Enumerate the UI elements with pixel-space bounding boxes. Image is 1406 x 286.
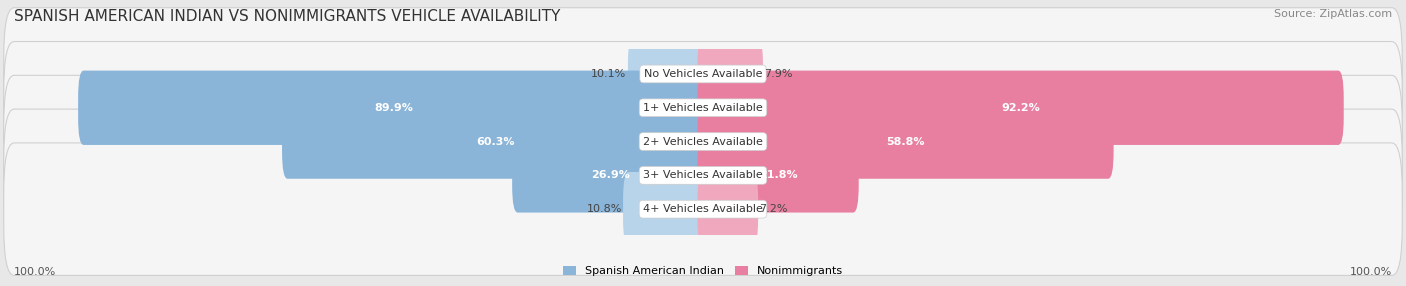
Text: 4+ Vehicles Available: 4+ Vehicles Available xyxy=(643,204,763,214)
FancyBboxPatch shape xyxy=(79,71,709,145)
Text: 92.2%: 92.2% xyxy=(1001,103,1040,113)
FancyBboxPatch shape xyxy=(697,138,859,212)
Legend: Spanish American Indian, Nonimmigrants: Spanish American Indian, Nonimmigrants xyxy=(558,261,848,281)
FancyBboxPatch shape xyxy=(4,109,1402,242)
Text: No Vehicles Available: No Vehicles Available xyxy=(644,69,762,79)
FancyBboxPatch shape xyxy=(283,104,709,179)
Text: 26.9%: 26.9% xyxy=(591,170,630,180)
FancyBboxPatch shape xyxy=(628,37,709,111)
Text: 10.8%: 10.8% xyxy=(586,204,621,214)
Text: 60.3%: 60.3% xyxy=(477,137,515,146)
Text: 89.9%: 89.9% xyxy=(374,103,413,113)
Text: Source: ZipAtlas.com: Source: ZipAtlas.com xyxy=(1274,9,1392,19)
FancyBboxPatch shape xyxy=(4,8,1402,140)
Text: 100.0%: 100.0% xyxy=(1350,267,1392,277)
Text: 10.1%: 10.1% xyxy=(592,69,627,79)
Text: 58.8%: 58.8% xyxy=(886,137,925,146)
Text: 100.0%: 100.0% xyxy=(14,267,56,277)
Text: 1+ Vehicles Available: 1+ Vehicles Available xyxy=(643,103,763,113)
FancyBboxPatch shape xyxy=(697,104,1114,179)
Text: 2+ Vehicles Available: 2+ Vehicles Available xyxy=(643,137,763,146)
FancyBboxPatch shape xyxy=(697,172,758,246)
FancyBboxPatch shape xyxy=(697,71,1344,145)
Text: 7.9%: 7.9% xyxy=(765,69,793,79)
FancyBboxPatch shape xyxy=(4,143,1402,275)
FancyBboxPatch shape xyxy=(697,37,763,111)
FancyBboxPatch shape xyxy=(4,75,1402,208)
FancyBboxPatch shape xyxy=(512,138,709,212)
Text: 3+ Vehicles Available: 3+ Vehicles Available xyxy=(643,170,763,180)
FancyBboxPatch shape xyxy=(623,172,709,246)
FancyBboxPatch shape xyxy=(4,41,1402,174)
Text: 21.8%: 21.8% xyxy=(759,170,797,180)
Text: 7.2%: 7.2% xyxy=(759,204,787,214)
Text: SPANISH AMERICAN INDIAN VS NONIMMIGRANTS VEHICLE AVAILABILITY: SPANISH AMERICAN INDIAN VS NONIMMIGRANTS… xyxy=(14,9,561,23)
